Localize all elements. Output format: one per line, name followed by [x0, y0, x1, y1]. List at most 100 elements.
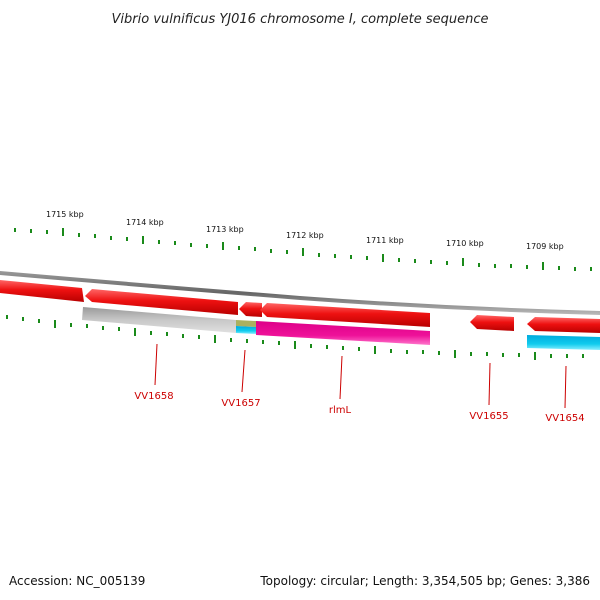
leader-line [564, 365, 567, 409]
scale-tick [574, 267, 576, 271]
gene-arrow[interactable] [85, 289, 238, 315]
scale-tick [214, 335, 216, 343]
leader-line [241, 349, 246, 393]
gene-arrow[interactable] [260, 303, 430, 327]
scale-tick [38, 319, 40, 323]
scale-tick [550, 354, 552, 358]
scale-label: 1710 kbp [446, 239, 484, 248]
scale-tick [430, 260, 432, 264]
scale-tick [326, 345, 328, 349]
scale-label: 1712 kbp [286, 231, 324, 240]
scale-tick [470, 352, 472, 356]
topology-text: Topology: circular; Length: 3,354,505 bp… [259, 574, 590, 588]
scale-tick [398, 258, 400, 262]
scale-tick [6, 315, 8, 319]
scale-tick [390, 349, 392, 353]
scale-tick [30, 229, 32, 233]
gene-arrow[interactable] [527, 317, 600, 333]
cog-block-cyan [527, 335, 600, 350]
cog-track [82, 307, 600, 350]
scale-tick [278, 341, 280, 345]
accession-text: Accession: NC_005139 [9, 574, 145, 588]
scale-tick [438, 351, 440, 355]
gene-label-vv1654[interactable]: VV1654 [545, 413, 584, 424]
scale-tick [558, 266, 560, 270]
scale-tick [526, 265, 528, 269]
scale-tick [254, 247, 256, 251]
scale-tick [102, 326, 104, 330]
scale-tick [510, 264, 512, 268]
scale-tick [238, 246, 240, 250]
chromosome-backbone [0, 271, 600, 315]
scale-tick [590, 267, 592, 271]
scale-tick [422, 350, 424, 354]
scale-tick [270, 249, 272, 253]
scale-tick [478, 263, 480, 267]
scale-tick [118, 327, 120, 331]
scale-tick [382, 254, 384, 262]
scale-tick [318, 253, 320, 257]
scale-tick [518, 353, 520, 357]
scale-tick [366, 256, 368, 260]
gene-label-vv1655[interactable]: VV1655 [469, 411, 508, 422]
scale-tick [14, 228, 16, 232]
scale-tick [174, 241, 176, 245]
leader-line [339, 355, 343, 400]
gene-labels: VV1658 VV1657 rlmL VV1655 VV1654 [134, 391, 584, 424]
reverse-gene-track [85, 289, 600, 333]
cog-block-cyan [236, 326, 256, 334]
scale-tick [54, 320, 56, 328]
scale-labels: 1715 kbp 1714 kbp 1713 kbp 1712 kbp 1711… [46, 210, 564, 251]
scale-tick [302, 248, 304, 256]
scale-tick [374, 346, 376, 354]
inner-tick-track [6, 315, 584, 360]
gene-arrow[interactable] [470, 315, 514, 331]
scale-tick [542, 262, 544, 270]
scale-tick [142, 236, 144, 244]
leader-line [154, 343, 158, 386]
scale-tick [110, 236, 112, 240]
scale-tick [126, 237, 128, 241]
scale-tick [190, 243, 192, 247]
gene-label-vv1657[interactable]: VV1657 [221, 398, 260, 409]
gene-label-rlml[interactable]: rlmL [329, 405, 352, 416]
scale-tick [582, 354, 584, 358]
scale-tick [86, 324, 88, 328]
cog-block-magenta [256, 321, 430, 345]
leader-line [488, 362, 491, 406]
scale-label: 1714 kbp [126, 218, 164, 227]
scale-tick [158, 240, 160, 244]
scale-tick [294, 341, 296, 349]
scale-tick [350, 255, 352, 259]
scale-tick [334, 254, 336, 258]
gene-arrow-forward[interactable] [0, 280, 84, 302]
scale-tick [406, 350, 408, 354]
scale-tick [486, 352, 488, 356]
label-leaders [154, 343, 567, 409]
gene-arrow[interactable] [239, 302, 262, 317]
scale-label: 1711 kbp [366, 236, 404, 245]
scale-tick [166, 332, 168, 336]
scale-tick [414, 259, 416, 263]
scale-tick [262, 340, 264, 344]
gene-label-vv1658[interactable]: VV1658 [134, 391, 173, 402]
map-title: Vibrio vulnificus YJ016 chromosome I, co… [111, 12, 488, 27]
scale-tick [310, 344, 312, 348]
scale-tick [446, 261, 448, 265]
scale-tick [358, 347, 360, 351]
scale-tick [46, 230, 48, 234]
cog-block-grey [82, 307, 236, 333]
scale-label: 1713 kbp [206, 225, 244, 234]
scale-tick [22, 317, 24, 321]
scale-tick [206, 244, 208, 248]
scale-tick [94, 234, 96, 238]
scale-tick [62, 228, 64, 236]
scale-tick [78, 233, 80, 237]
scale-tick [134, 328, 136, 336]
cog-block-olive [236, 320, 256, 327]
scale-tick [230, 338, 232, 342]
scale-tick [182, 334, 184, 338]
scale-tick [566, 354, 568, 358]
scale-tick [198, 335, 200, 339]
